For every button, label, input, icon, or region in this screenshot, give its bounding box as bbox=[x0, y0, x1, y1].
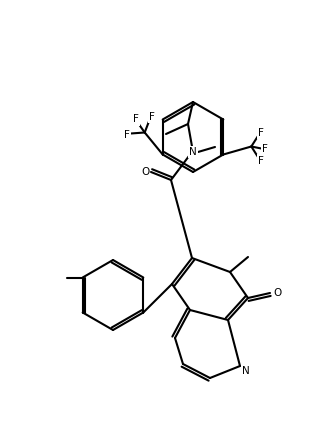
Text: O: O bbox=[274, 288, 282, 298]
Text: F: F bbox=[258, 155, 264, 165]
Text: F: F bbox=[124, 130, 130, 139]
Text: F: F bbox=[133, 115, 139, 124]
Text: N: N bbox=[189, 147, 197, 157]
Text: F: F bbox=[258, 127, 264, 138]
Text: O: O bbox=[141, 167, 149, 177]
Text: F: F bbox=[149, 112, 155, 121]
Text: F: F bbox=[262, 144, 268, 153]
Text: N: N bbox=[242, 366, 250, 376]
